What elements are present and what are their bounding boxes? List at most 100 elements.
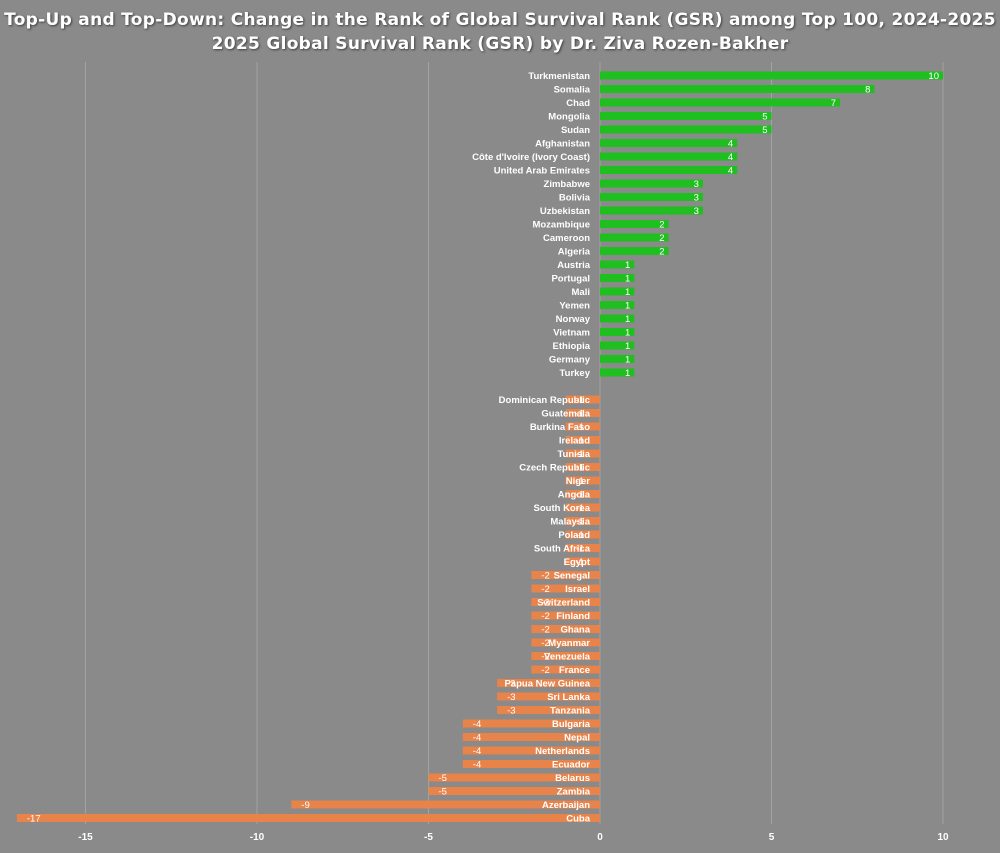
bar xyxy=(600,179,703,188)
category-label: Ireland xyxy=(559,436,590,447)
x-tick-label: 0 xyxy=(597,832,603,843)
bar xyxy=(600,301,635,309)
bar xyxy=(600,274,635,282)
category-label: Austria xyxy=(557,260,590,271)
data-label: 8 xyxy=(865,85,870,96)
data-label: -1 xyxy=(576,422,584,433)
bar xyxy=(600,71,943,80)
bar xyxy=(531,571,600,579)
data-label: 4 xyxy=(728,139,733,150)
bar xyxy=(428,787,600,795)
category-label: Bulgaria xyxy=(552,719,591,730)
data-label: -1 xyxy=(576,409,584,420)
data-label: 1 xyxy=(625,301,630,312)
data-label: 2 xyxy=(659,220,664,231)
data-label: 1 xyxy=(625,368,630,379)
bar xyxy=(600,98,841,107)
data-label: -3 xyxy=(507,692,515,703)
category-label: Somalia xyxy=(554,85,591,96)
bar xyxy=(462,760,600,768)
bar xyxy=(565,503,600,512)
data-label: -4 xyxy=(473,746,481,757)
x-axis-tick-labels: -15 -10 -5 0 5 10 xyxy=(78,832,949,843)
bars xyxy=(16,71,943,822)
category-label: Netherlands xyxy=(535,746,590,757)
bar xyxy=(531,625,600,633)
bar xyxy=(565,490,600,498)
data-label: 2 xyxy=(659,247,664,258)
data-label: -2 xyxy=(541,638,549,649)
category-label: Finland xyxy=(556,611,590,622)
data-label: 1 xyxy=(625,260,630,271)
category-label: Niger xyxy=(566,476,591,487)
data-label: 3 xyxy=(694,179,699,190)
data-label: -9 xyxy=(301,800,309,811)
data-label: -4 xyxy=(473,733,481,744)
chart-subtitle: 2025 Global Survival Rank (GSR) by Dr. Z… xyxy=(211,34,789,54)
category-label: Bolivia xyxy=(559,193,591,204)
category-label: Tanzania xyxy=(550,706,591,717)
data-label: 5 xyxy=(762,112,767,123)
category-label: Mali xyxy=(572,287,590,298)
data-label: 4 xyxy=(728,152,733,163)
data-labels: 10 8 7 5 5 4 4 4 3 3 3 2 2 2 1 1 1 1 1 1 1 1 1 -1 -1 -1 -1 -1 -1 -1 -1… xyxy=(27,71,939,825)
category-label: Cameroon xyxy=(543,233,590,244)
category-label: Tunisia xyxy=(557,449,590,460)
category-label: Mozambique xyxy=(532,220,590,231)
data-label: -5 xyxy=(439,773,447,784)
bar xyxy=(531,638,600,647)
gridlines xyxy=(85,62,944,824)
data-label: -1 xyxy=(576,436,584,447)
category-label: Israel xyxy=(565,584,590,595)
category-label: Ethiopia xyxy=(553,341,591,352)
data-label: 4 xyxy=(728,166,733,177)
data-label: -4 xyxy=(473,760,481,771)
data-label: 1 xyxy=(625,274,630,285)
bar xyxy=(600,152,738,161)
category-label: Ghana xyxy=(560,625,590,636)
bar xyxy=(600,220,669,228)
bar xyxy=(600,328,635,336)
category-label: Cuba xyxy=(566,814,590,825)
bar xyxy=(600,85,875,93)
bar xyxy=(497,679,600,687)
bar xyxy=(600,341,635,350)
data-label: -1 xyxy=(576,449,584,460)
data-label: -1 xyxy=(576,463,584,474)
category-label: Zambia xyxy=(557,787,591,798)
data-label: 7 xyxy=(831,98,836,109)
category-label: Venezuela xyxy=(544,652,591,663)
category-label: Sri Lanka xyxy=(547,692,590,703)
bar xyxy=(565,544,600,552)
bar xyxy=(565,422,600,431)
data-label: 1 xyxy=(625,341,630,352)
category-label: Azerbaijan xyxy=(542,800,590,811)
data-label: -4 xyxy=(473,719,481,730)
category-label: Senegal xyxy=(554,571,590,582)
bar xyxy=(565,517,600,525)
category-label: Turkey xyxy=(560,368,591,379)
bar xyxy=(531,584,600,593)
category-label: Yemen xyxy=(559,301,590,312)
category-label: United Arab Emirates xyxy=(494,166,590,177)
bar xyxy=(565,436,600,444)
category-label: Vietnam xyxy=(553,328,590,339)
bar xyxy=(531,665,600,674)
bar xyxy=(600,112,772,120)
category-labels: Turkmenistan Somalia Chad Mongolia Sudan Afgh… xyxy=(472,71,591,825)
bar xyxy=(600,139,738,147)
category-label: Algeria xyxy=(558,247,591,258)
category-label: South Africa xyxy=(534,544,591,555)
category-label: Afghanistan xyxy=(535,139,590,150)
data-label: -1 xyxy=(576,544,584,555)
data-label: -1 xyxy=(576,517,584,528)
data-label: -17 xyxy=(27,814,41,825)
category-label: Dominican Republic xyxy=(499,395,590,406)
data-label: -2 xyxy=(541,571,549,582)
bar xyxy=(462,733,600,741)
bar xyxy=(600,287,635,296)
category-label: Guatemala xyxy=(541,409,590,420)
bar xyxy=(497,706,600,714)
data-label: -2 xyxy=(541,584,549,595)
